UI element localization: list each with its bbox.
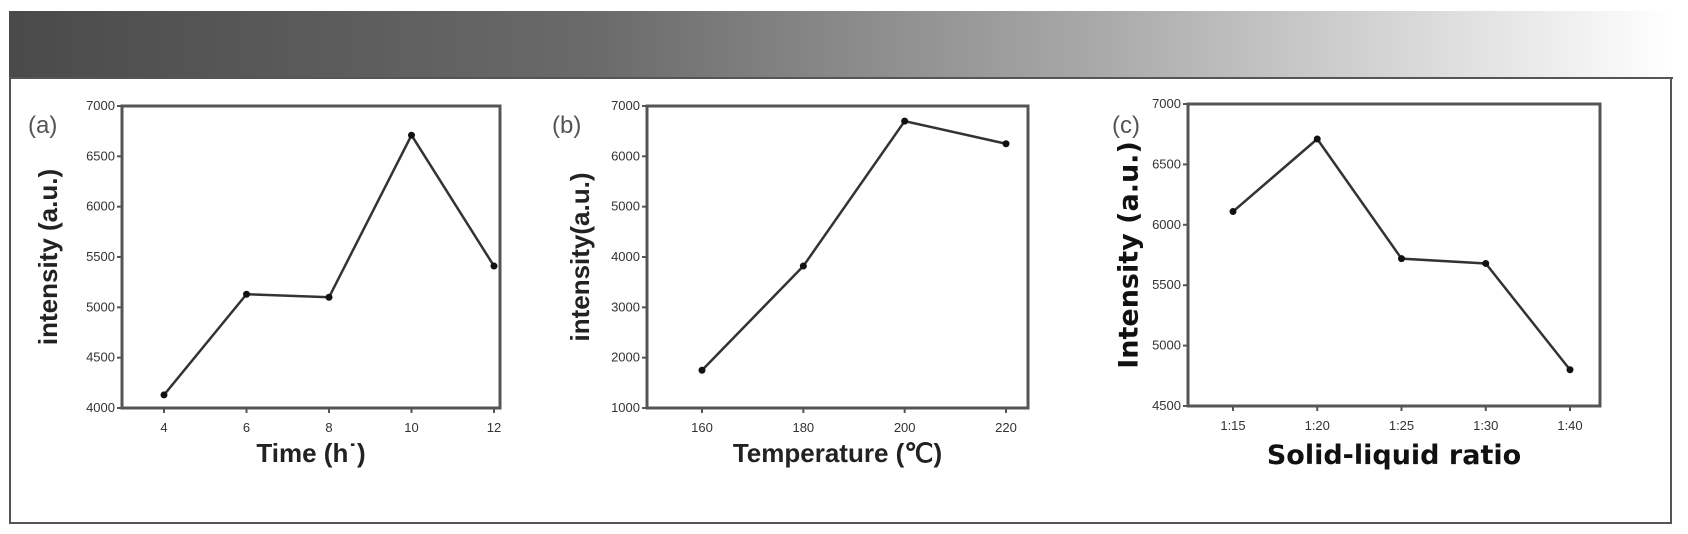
x-tick-label: 10 [404, 420, 418, 435]
y-tick-label: 4500 [1152, 398, 1181, 413]
x-tick-label: 180 [792, 420, 814, 435]
data-point [160, 391, 168, 399]
y-tick-label: 7000 [86, 98, 115, 113]
plot-area [120, 104, 502, 410]
x-tick-label: 1:30 [1473, 418, 1498, 433]
y-tick-label: 5000 [611, 199, 640, 214]
x-tick-label: 160 [691, 420, 713, 435]
panel-label: (b) [552, 112, 581, 139]
y-tick-label: 3000 [611, 299, 640, 314]
data-point [1482, 259, 1490, 267]
y-tick-label: 6000 [1152, 217, 1181, 232]
panel-label: (a) [28, 112, 57, 139]
y-tick-label: 7000 [611, 98, 640, 113]
y-tick-label: 6000 [86, 199, 115, 214]
panel-label: (c) [1112, 112, 1140, 139]
data-point [901, 117, 909, 125]
data-point [1229, 208, 1237, 216]
chart-c: 4500 5000 5500 6000 6500 7000 1:15 1:20 1:25 1:30… [1112, 96, 1602, 471]
chart-a: 4000 4500 5000 5500 6000 6500 7000 4 6 8 10 12 Time … [28, 98, 502, 468]
data-point [408, 131, 415, 139]
x-tick-label: 220 [995, 420, 1017, 435]
x-tick-label: 200 [894, 420, 916, 435]
y-tick-label: 5000 [1152, 338, 1181, 353]
y-tick-label: 6000 [611, 148, 640, 163]
chart-b: 1000 2000 3000 4000 5000 6000 7000 160 180 200 220… [552, 98, 1030, 468]
x-tick-label: 8 [325, 420, 332, 435]
y-tick-label: 4000 [86, 400, 115, 415]
data-point [243, 290, 250, 298]
y-tick-label: 5000 [86, 299, 115, 314]
data-point [1313, 135, 1321, 143]
y-axis-title: intensity(a.u.) [565, 172, 595, 341]
data-point [1398, 255, 1405, 263]
x-axis-title: Temperature (℃) [733, 438, 942, 468]
data-point [698, 366, 706, 374]
plot-area [645, 104, 1030, 410]
y-tick-label: 2000 [611, 350, 640, 365]
x-tick-label: 6 [243, 420, 250, 435]
y-tick-label: 5500 [86, 249, 115, 264]
y-axis-title: intensity (a.u.) [33, 169, 63, 345]
data-point [490, 262, 498, 270]
x-axis-title: Solid-liquid ratio [1267, 440, 1521, 471]
data-point [1002, 140, 1010, 148]
series-line [701, 119, 1007, 372]
y-tick-label: 4000 [611, 249, 640, 264]
x-axis-title: Time (h˙) [256, 438, 365, 468]
data-point [325, 293, 333, 301]
x-tick-label: 1:40 [1557, 418, 1582, 433]
x-tick-label: 1:25 [1389, 418, 1414, 433]
y-tick-label: 4500 [86, 350, 115, 365]
y-tick-label: 5500 [1152, 277, 1181, 292]
y-axis-title: Intensity (a.u.) [1113, 141, 1144, 369]
plot-area [1186, 102, 1602, 408]
x-tick-label: 1:20 [1305, 418, 1330, 433]
figure-frame [9, 77, 1672, 524]
x-tick-label: 12 [487, 420, 501, 435]
y-tick-label: 7000 [1152, 96, 1181, 111]
y-tick-label: 6500 [86, 148, 115, 163]
y-tick-label: 6500 [1152, 156, 1181, 171]
data-point [799, 262, 807, 270]
x-tick-label: 1:15 [1220, 418, 1245, 433]
x-tick-label: 4 [160, 420, 167, 435]
data-point [1566, 366, 1574, 374]
header-banner [9, 11, 1673, 79]
y-tick-label: 1000 [611, 400, 640, 415]
